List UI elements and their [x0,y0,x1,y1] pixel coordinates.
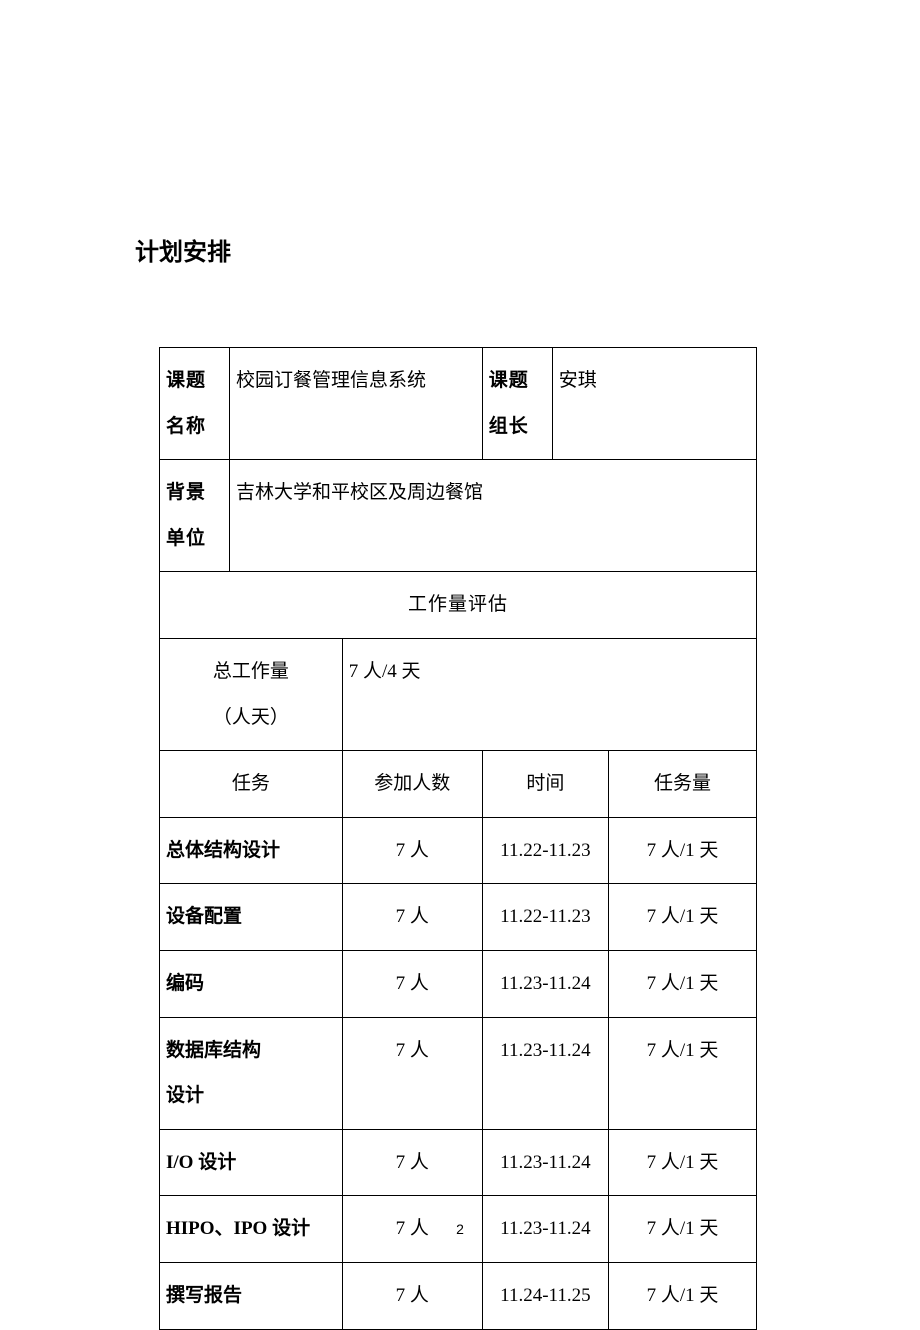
total-work-label: 总工作量（人天） [160,638,343,750]
col-time: 时间 [482,751,608,818]
background-unit-label: 背景单位 [160,460,230,572]
page-number: 2 [0,1221,920,1237]
table-row: 撰写报告 7 人 11.24-11.25 7 人/1 天 [160,1262,757,1329]
task-cell: 设备配置 [160,884,343,951]
total-work-row: 总工作量（人天） 7 人/4 天 [160,638,757,750]
time-cell: 11.23-11.24 [482,1017,608,1129]
people-cell: 7 人 [342,884,482,951]
people-cell: 7 人 [342,950,482,1017]
task-cell: 总体结构设计 [160,817,343,884]
section-title-row: 工作量评估 [160,572,757,639]
total-work-value: 7 人/4 天 [342,638,756,750]
header-row-2: 背景单位 吉林大学和平校区及周边餐馆 [160,460,757,572]
amount-cell: 7 人/1 天 [609,950,757,1017]
time-cell: 11.22-11.23 [482,817,608,884]
amount-cell: 7 人/1 天 [609,817,757,884]
amount-cell: 7 人/1 天 [609,884,757,951]
col-amount: 任务量 [609,751,757,818]
label-text: 背景单位 [166,482,206,549]
people-cell: 7 人 [342,1262,482,1329]
time-cell: 11.23-11.24 [482,950,608,1017]
label-text: 课题名称 [166,370,206,437]
page-heading: 计划安排 [135,232,785,267]
topic-leader-value: 安琪 [552,348,756,460]
time-cell: 11.23-11.24 [482,1129,608,1196]
topic-name-value: 校园订餐管理信息系统 [230,348,483,460]
amount-cell: 7 人/1 天 [609,1262,757,1329]
table-row: 编码 7 人 11.23-11.24 7 人/1 天 [160,950,757,1017]
topic-name-label: 课题名称 [160,348,230,460]
column-header-row: 任务 参加人数 时间 任务量 [160,751,757,818]
task-cell: I/O 设计 [160,1129,343,1196]
table-row: 总体结构设计 7 人 11.22-11.23 7 人/1 天 [160,817,757,884]
people-cell: 7 人 [342,1129,482,1196]
people-cell: 7 人 [342,1017,482,1129]
plan-table: 课题名称 校园订餐管理信息系统 课题组长 安琪 背景单位 吉林大学和平校区及周边… [159,347,757,1330]
task-cell: 编码 [160,950,343,1017]
table-row: 设备配置 7 人 11.22-11.23 7 人/1 天 [160,884,757,951]
topic-leader-label: 课题组长 [482,348,552,460]
col-people: 参加人数 [342,751,482,818]
table-row: I/O 设计 7 人 11.23-11.24 7 人/1 天 [160,1129,757,1196]
time-cell: 11.22-11.23 [482,884,608,951]
table-row: 数据库结构设计 7 人 11.23-11.24 7 人/1 天 [160,1017,757,1129]
people-cell: 7 人 [342,817,482,884]
label-text: 总工作量（人天） [213,661,289,728]
header-row-1: 课题名称 校园订餐管理信息系统 课题组长 安琪 [160,348,757,460]
task-text: 数据库结构设计 [166,1040,261,1107]
task-cell: 数据库结构设计 [160,1017,343,1129]
label-text: 课题组长 [489,370,529,437]
section-title: 工作量评估 [160,572,757,639]
amount-cell: 7 人/1 天 [609,1017,757,1129]
col-task: 任务 [160,751,343,818]
task-cell: 撰写报告 [160,1262,343,1329]
amount-cell: 7 人/1 天 [609,1129,757,1196]
time-cell: 11.24-11.25 [482,1262,608,1329]
background-unit-value: 吉林大学和平校区及周边餐馆 [230,460,757,572]
